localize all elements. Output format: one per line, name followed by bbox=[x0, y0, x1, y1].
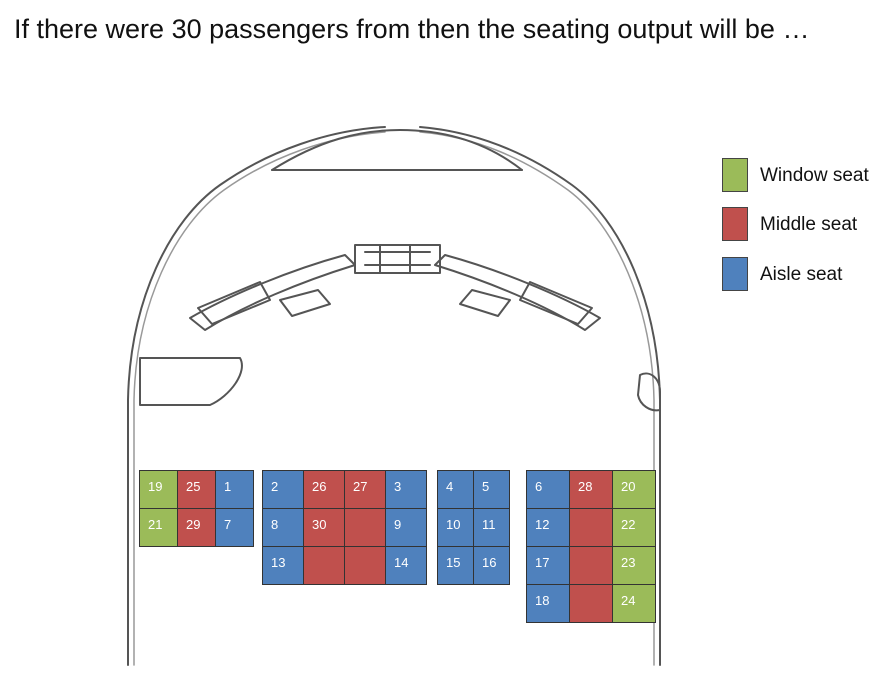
aisle-seat[interactable]: 11 bbox=[474, 509, 510, 547]
aisle-seat[interactable]: 3 bbox=[386, 471, 427, 509]
window-seat[interactable]: 24 bbox=[613, 585, 656, 623]
door-left bbox=[139, 357, 243, 406]
legend-label: Middle seat bbox=[760, 214, 858, 235]
aisle-seat[interactable]: 13 bbox=[263, 547, 304, 585]
middle-seat[interactable]: 28 bbox=[570, 471, 613, 509]
middle-seat[interactable]: 29 bbox=[178, 509, 216, 547]
middle-seat[interactable]: 30 bbox=[304, 509, 345, 547]
seat-block-1: 19 25 1 21 29 7 bbox=[139, 470, 254, 547]
aisle-seat[interactable]: 1 bbox=[216, 471, 254, 509]
aisle-seat[interactable]: 5 bbox=[474, 471, 510, 509]
aisle-seat[interactable]: 2 bbox=[263, 471, 304, 509]
middle-seat[interactable] bbox=[570, 547, 613, 585]
aisle-seat[interactable]: 7 bbox=[216, 509, 254, 547]
legend-label: Window seat bbox=[760, 165, 869, 186]
window-seat[interactable]: 20 bbox=[613, 471, 656, 509]
nose-cap bbox=[271, 129, 523, 171]
cockpit-center-console bbox=[354, 244, 441, 274]
aisle-seat[interactable]: 12 bbox=[527, 509, 570, 547]
aisle-seat[interactable]: 18 bbox=[527, 585, 570, 623]
legend-label: Aisle seat bbox=[760, 264, 843, 285]
aisle-seat[interactable]: 15 bbox=[438, 547, 474, 585]
legend-swatch bbox=[722, 158, 748, 192]
seat-block-4: 6 28 20 12 22 17 23 18 24 bbox=[526, 470, 656, 623]
middle-seat[interactable] bbox=[345, 509, 386, 547]
window-seat[interactable]: 23 bbox=[613, 547, 656, 585]
aisle-seat[interactable]: 14 bbox=[386, 547, 427, 585]
middle-seat[interactable] bbox=[570, 585, 613, 623]
fuselage-right-wall bbox=[419, 126, 661, 666]
legend-swatch bbox=[722, 257, 748, 291]
cockpit-panel bbox=[189, 254, 356, 331]
middle-seat[interactable] bbox=[570, 509, 613, 547]
aisle-seat[interactable]: 8 bbox=[263, 509, 304, 547]
seat-block-2: 2 26 27 3 8 30 9 13 14 bbox=[262, 470, 427, 585]
middle-seat[interactable]: 26 bbox=[304, 471, 345, 509]
legend-swatch bbox=[722, 207, 748, 241]
aisle-seat[interactable]: 9 bbox=[386, 509, 427, 547]
middle-seat[interactable]: 27 bbox=[345, 471, 386, 509]
aisle-seat[interactable]: 4 bbox=[438, 471, 474, 509]
window-seat[interactable]: 21 bbox=[140, 509, 178, 547]
middle-seat[interactable] bbox=[345, 547, 386, 585]
window-seat[interactable]: 19 bbox=[140, 471, 178, 509]
seat-block-3: 4 5 10 11 15 16 bbox=[437, 470, 510, 585]
aisle-seat[interactable]: 6 bbox=[527, 471, 570, 509]
aisle-seat[interactable]: 17 bbox=[527, 547, 570, 585]
aisle-seat[interactable]: 16 bbox=[474, 547, 510, 585]
middle-seat[interactable]: 25 bbox=[178, 471, 216, 509]
aisle-seat[interactable]: 10 bbox=[438, 509, 474, 547]
middle-seat[interactable] bbox=[304, 547, 345, 585]
fuselage-left-wall bbox=[127, 126, 386, 666]
window-seat[interactable]: 22 bbox=[613, 509, 656, 547]
page-title: If there were 30 passengers from then th… bbox=[14, 14, 810, 44]
